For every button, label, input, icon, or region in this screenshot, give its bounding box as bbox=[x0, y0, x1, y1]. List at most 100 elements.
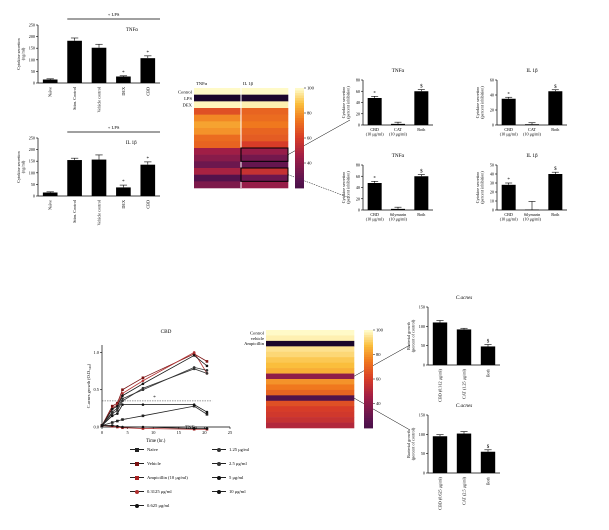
colorbar-tick-label: 80 bbox=[307, 111, 312, 116]
colorbar-swatch bbox=[364, 381, 373, 385]
colorbar-swatch bbox=[364, 413, 373, 417]
colorbar-swatch bbox=[295, 163, 304, 166]
data-point bbox=[205, 427, 209, 430]
x-tick-label: CBD (10 μg/ml) bbox=[500, 212, 519, 222]
colorbar-swatch bbox=[364, 396, 373, 399]
bar bbox=[391, 208, 405, 210]
heat-cell bbox=[266, 368, 355, 374]
y-tick-label: 20 bbox=[490, 108, 494, 113]
x-tick-label: CBD (10 μg/ml) bbox=[366, 212, 385, 222]
x-tick-label: Silymarin (10 μg/ml) bbox=[523, 212, 542, 222]
colorbar-swatch bbox=[295, 105, 304, 109]
legend-title-text: TNFα bbox=[185, 426, 198, 431]
colorbar-swatch bbox=[364, 415, 373, 419]
colorbar-swatch bbox=[295, 145, 304, 149]
colorbar-swatch bbox=[364, 359, 373, 363]
x-tick-label-line: CAT bbox=[394, 127, 402, 132]
legend-marker bbox=[212, 489, 226, 494]
chart-title: C.acnes bbox=[456, 295, 473, 301]
significance-mark: * bbox=[373, 91, 376, 96]
heat-cell bbox=[241, 121, 289, 129]
colorbar-swatch bbox=[295, 120, 304, 124]
y-tick-label: 0 bbox=[33, 194, 35, 199]
data-point bbox=[121, 388, 124, 392]
y-axis-label-line: Cytokine secretion bbox=[475, 86, 480, 118]
data-point bbox=[205, 360, 209, 363]
legend-label: 5 μg/ml bbox=[229, 475, 244, 480]
data-point bbox=[110, 407, 114, 411]
data-point bbox=[205, 413, 209, 416]
y-tick-label: 60 bbox=[356, 89, 360, 94]
data-point bbox=[192, 403, 196, 406]
x-tick-label: 10 bbox=[151, 430, 156, 435]
colorbar-swatch bbox=[364, 401, 373, 404]
y-tick-label: 60 bbox=[356, 174, 360, 179]
legend-entry: 2.5 μg/ml bbox=[212, 461, 247, 466]
y-axis-label-line: Cytokine secretion bbox=[475, 171, 480, 203]
x-tick-label-line: CAT bbox=[528, 127, 536, 132]
heat-cell bbox=[266, 379, 355, 385]
x-tick-label-line: Silymarin bbox=[524, 212, 541, 217]
data-point bbox=[205, 364, 209, 368]
y-tick-label: 20 bbox=[490, 190, 494, 195]
data-point bbox=[192, 351, 196, 354]
x-tick-label-line: (10 μg/ml) bbox=[389, 217, 408, 222]
colorbar-swatch bbox=[295, 118, 304, 121]
colorbar-swatch bbox=[364, 371, 373, 375]
bar bbox=[367, 183, 382, 210]
colorbar-swatch bbox=[364, 386, 373, 390]
heat-cell bbox=[266, 351, 355, 358]
data-point bbox=[141, 403, 145, 406]
legend-entry: 0.625 μg/ml bbox=[130, 503, 169, 508]
colorbar-swatch bbox=[364, 423, 373, 426]
y-tick-label: 50 bbox=[421, 343, 425, 348]
legend-entry: 10 μg/ml bbox=[212, 489, 246, 494]
heat-cell bbox=[266, 406, 355, 412]
heat-cell bbox=[266, 417, 355, 423]
data-point bbox=[192, 427, 196, 430]
significance-mark: $ bbox=[554, 167, 557, 172]
x-tick-label-line: CBD bbox=[504, 212, 513, 217]
y-tick-label: 250 bbox=[29, 136, 35, 141]
colorbar-swatch bbox=[364, 383, 373, 387]
y-tick-label: 40 bbox=[490, 172, 494, 177]
heat-cell bbox=[266, 400, 355, 407]
heat-cell bbox=[266, 384, 355, 391]
legend-entry: 1.25 μg/ml bbox=[212, 447, 249, 452]
y-axis-label: Cytokine secretion(ng/ml) bbox=[16, 150, 26, 182]
y-tick-label: 100 bbox=[419, 324, 425, 329]
legend-entry: Vehicle bbox=[130, 461, 161, 466]
y-tick-label: 80 bbox=[356, 163, 360, 168]
legend-label: Vehicle bbox=[147, 461, 161, 466]
heat-cell bbox=[241, 161, 289, 169]
legend-marker bbox=[130, 489, 144, 494]
colorbar-swatch bbox=[364, 354, 373, 358]
legend-label: 10 μg/ml bbox=[229, 489, 246, 494]
x-tick-label: Stim. Control bbox=[72, 199, 77, 223]
heat-cell bbox=[241, 148, 289, 155]
colorbar-swatch bbox=[364, 349, 373, 353]
legend-label: 2.5 μg/ml bbox=[229, 461, 247, 466]
colorbar-swatch bbox=[364, 418, 373, 422]
x-tick-label: DEX bbox=[121, 87, 126, 96]
data-point bbox=[121, 392, 124, 395]
colorbar-swatch bbox=[295, 98, 304, 101]
y-tick-label: 1.0 bbox=[94, 350, 100, 355]
x-tick-label: CBD bbox=[145, 200, 150, 209]
y-axis-label-line: (ng/ml) bbox=[21, 160, 26, 173]
colorbar-swatch bbox=[295, 168, 304, 171]
y-axis-label-line: Bacterial growth bbox=[406, 321, 411, 350]
y-axis-label-line: (percent inhibition) bbox=[480, 171, 485, 204]
y-axis-label-line: (percent of control) bbox=[411, 427, 416, 460]
colorbar-swatch bbox=[364, 398, 373, 402]
legend-label: Naïve bbox=[147, 447, 158, 452]
bar bbox=[480, 346, 496, 365]
x-tick-label: Both bbox=[417, 212, 426, 217]
y-axis-label-line: Bacterial growth bbox=[406, 429, 411, 458]
legend-marker bbox=[212, 461, 226, 466]
significance-mark: * bbox=[147, 157, 150, 162]
heat-cell bbox=[194, 121, 242, 129]
y-tick-label: 150 bbox=[419, 305, 425, 310]
